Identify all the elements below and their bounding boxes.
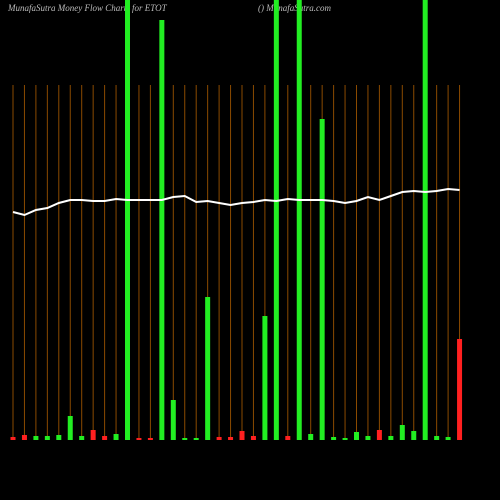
bar — [33, 436, 39, 440]
bar — [90, 430, 96, 440]
bar — [422, 0, 428, 440]
bar — [376, 430, 382, 440]
bar — [388, 436, 394, 440]
bar — [250, 436, 256, 440]
money-flow-line — [12, 187, 460, 217]
bar — [411, 431, 417, 440]
bar — [170, 400, 176, 440]
bar — [136, 438, 142, 440]
bar — [216, 437, 222, 440]
bar — [193, 438, 199, 440]
bar — [147, 438, 153, 440]
bar — [67, 416, 73, 440]
bar — [182, 438, 188, 440]
bar — [285, 436, 291, 440]
bar — [125, 0, 130, 440]
bar — [159, 20, 165, 440]
bar — [205, 297, 211, 440]
bar — [457, 339, 463, 440]
bar — [354, 432, 359, 440]
bar — [79, 436, 85, 440]
bar — [113, 434, 119, 440]
bar — [365, 436, 371, 440]
bar — [56, 435, 62, 440]
chart-subtitle: () MunafaSutra.com — [258, 3, 331, 13]
bar — [399, 425, 405, 440]
bar — [21, 435, 27, 440]
chart-title: MunafaSutra Money Flow Charts for ETOT — [7, 3, 168, 13]
bar — [445, 437, 451, 440]
bar — [102, 436, 108, 440]
bar — [228, 437, 234, 440]
bar — [434, 436, 440, 440]
bar — [342, 438, 348, 440]
bar — [331, 437, 337, 440]
bar — [262, 316, 268, 440]
bar — [239, 431, 245, 440]
bar — [273, 0, 279, 440]
bar — [44, 436, 50, 440]
bar — [10, 437, 16, 440]
bar — [319, 119, 325, 440]
bar — [296, 0, 302, 440]
bar — [308, 434, 314, 440]
